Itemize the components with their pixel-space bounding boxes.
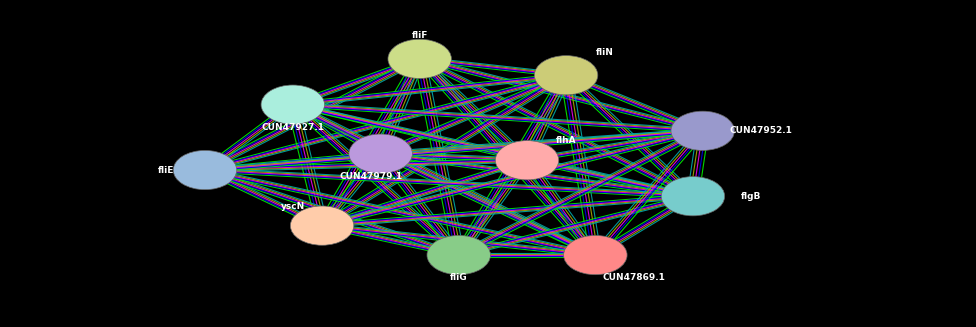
Text: CUN47979.1: CUN47979.1 — [340, 172, 402, 181]
Ellipse shape — [534, 56, 597, 95]
Text: fliE: fliE — [158, 165, 174, 175]
Ellipse shape — [291, 206, 354, 245]
Ellipse shape — [427, 235, 491, 275]
Text: CUN47927.1: CUN47927.1 — [262, 123, 324, 132]
Text: flgB: flgB — [742, 192, 761, 201]
Ellipse shape — [174, 150, 236, 190]
Ellipse shape — [261, 85, 325, 124]
Text: fliG: fliG — [450, 273, 468, 283]
Text: CUN47952.1: CUN47952.1 — [730, 126, 793, 135]
Text: CUN47869.1: CUN47869.1 — [603, 273, 666, 283]
Ellipse shape — [496, 141, 559, 180]
Ellipse shape — [661, 177, 724, 216]
Text: fliF: fliF — [412, 31, 427, 41]
Ellipse shape — [671, 111, 735, 150]
Text: yscN: yscN — [281, 201, 305, 211]
Text: flhA: flhA — [555, 136, 577, 145]
Ellipse shape — [388, 39, 452, 78]
Ellipse shape — [349, 134, 413, 173]
Text: fliN: fliN — [596, 48, 614, 57]
Ellipse shape — [564, 235, 628, 275]
